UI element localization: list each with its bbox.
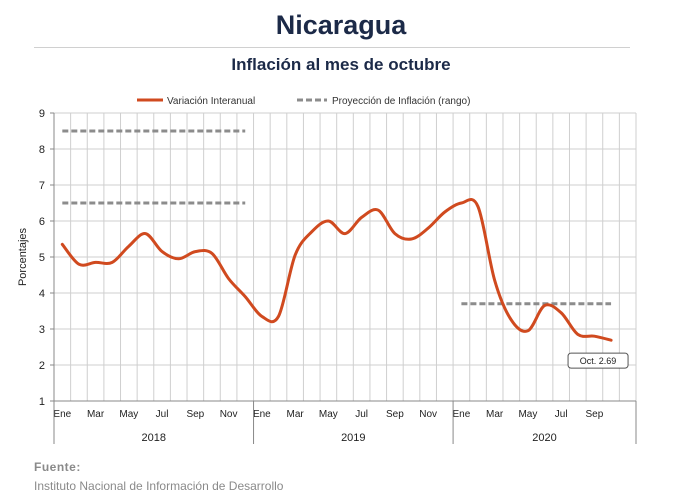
y-tick-label: 5 bbox=[39, 252, 45, 264]
chart-grid bbox=[53, 112, 637, 402]
x-tick-label: Ene bbox=[453, 409, 471, 420]
year-label: 2018 bbox=[142, 432, 166, 444]
annotation-box bbox=[567, 352, 629, 369]
x-tick-label: Sep bbox=[186, 409, 204, 420]
y-tick-label: 4 bbox=[39, 288, 45, 300]
x-axis: Ene Mar May Jul Sep Nov Ene Mar May Jul Sep Nov Ene M… bbox=[53, 400, 637, 444]
annotation-label: Oct. 2.69 bbox=[580, 356, 617, 366]
legend-projection-label: Proyección de Inflación (rango) bbox=[332, 96, 470, 107]
y-axis: 1 2 3 4 5 6 7 8 9 bbox=[39, 108, 54, 408]
y-tick-label: 7 bbox=[39, 180, 45, 192]
x-tick-label: Mar bbox=[87, 409, 105, 420]
chart-legend: Variación Interanual Proyección de Infla… bbox=[137, 96, 470, 107]
y-tick-label: 6 bbox=[39, 216, 45, 228]
annotation: Oct. 2.69 bbox=[567, 352, 629, 369]
series-line-variacion-interanual bbox=[60, 198, 613, 342]
year-label: 2020 bbox=[532, 432, 556, 444]
x-tick-label: May bbox=[119, 409, 138, 420]
x-tick-label: Jul bbox=[555, 409, 568, 420]
x-tick-label: Sep bbox=[386, 409, 404, 420]
series-lines bbox=[60, 198, 613, 342]
y-tick-label: 1 bbox=[39, 396, 45, 408]
chart-subtitle: Inflación al mes de octubre bbox=[231, 55, 451, 74]
y-tick-label: 3 bbox=[39, 324, 45, 336]
legend-series-label: Variación Interanual bbox=[167, 96, 255, 107]
x-tick-label: Ene bbox=[253, 409, 271, 420]
x-tick-label: Jul bbox=[355, 409, 368, 420]
x-tick-label: May bbox=[319, 409, 338, 420]
y-axis-label: Porcentajes bbox=[17, 227, 29, 286]
x-tick-label: Jul bbox=[156, 409, 169, 420]
x-tick-label: Nov bbox=[220, 409, 238, 420]
chart-title: Nicaragua bbox=[275, 10, 407, 40]
y-tick-label: 8 bbox=[39, 144, 45, 156]
source-label: Fuente: bbox=[34, 460, 81, 474]
x-tick-label: Ene bbox=[53, 409, 71, 420]
x-tick-label: Mar bbox=[286, 409, 304, 420]
x-tick-label: Sep bbox=[586, 409, 604, 420]
x-tick-label: Nov bbox=[419, 409, 437, 420]
title-divider bbox=[34, 47, 630, 48]
y-tick-label: 2 bbox=[39, 360, 45, 372]
x-tick-label: Mar bbox=[486, 409, 504, 420]
y-tick-label: 9 bbox=[39, 108, 45, 120]
source-text: Instituto Nacional de Información de Des… bbox=[34, 479, 284, 493]
projection-lines bbox=[62, 129, 612, 306]
year-label: 2019 bbox=[341, 432, 365, 444]
x-tick-label: May bbox=[518, 409, 537, 420]
